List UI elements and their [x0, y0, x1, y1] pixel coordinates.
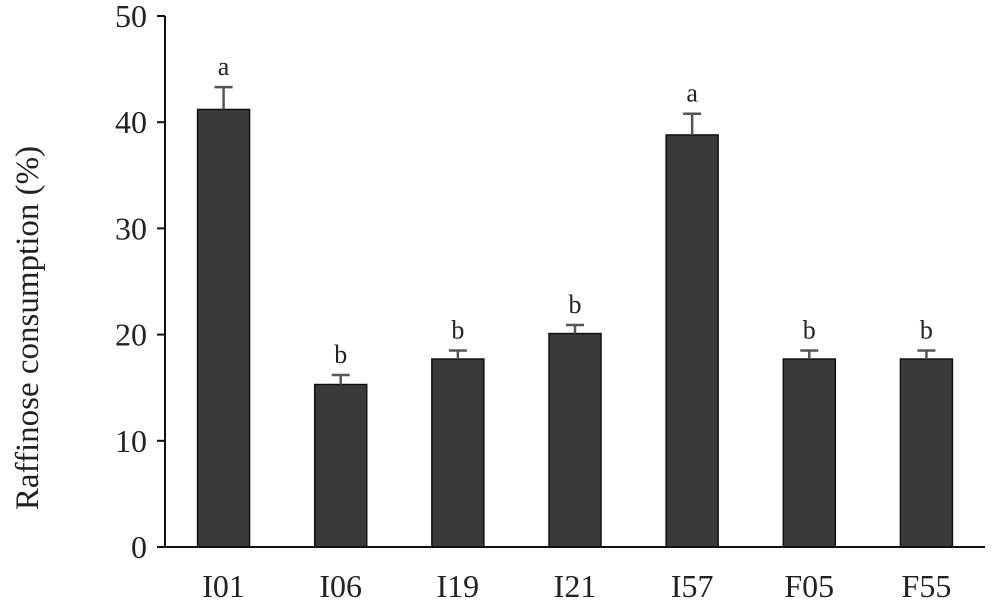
category-label-f55: F55: [902, 568, 952, 604]
y-tick-label: 10: [115, 423, 147, 459]
significance-label: b: [803, 316, 816, 345]
significance-label: b: [569, 290, 582, 319]
y-tick-label: 20: [115, 317, 147, 353]
y-tick-label: 50: [115, 0, 147, 34]
y-tick-label: 40: [115, 104, 147, 140]
y-axis-title: Raffinose consumption (%): [10, 146, 46, 510]
bars: a b b b a b b: [196, 52, 954, 548]
category-label-i06: I06: [319, 568, 362, 604]
significance-label: a: [218, 52, 230, 81]
significance-label: a: [686, 79, 698, 108]
x-axis-labels: I01 I06 I19 I21 I57 F05 F55: [202, 568, 951, 604]
y-tick-label: 0: [131, 529, 147, 565]
bar-f55: [899, 358, 954, 548]
significance-label: b: [451, 316, 464, 345]
bar-i01: [196, 108, 251, 548]
significance-label: b: [334, 340, 347, 369]
y-tick-label: 30: [115, 210, 147, 246]
y-axis-ticks: 0 10 20 30 40 50: [115, 0, 165, 565]
category-label-i21: I21: [554, 568, 597, 604]
category-label-i19: I19: [437, 568, 480, 604]
category-label-i57: I57: [671, 568, 714, 604]
significance-label: b: [920, 316, 933, 345]
category-label-i01: I01: [202, 568, 245, 604]
bar-i06: [313, 383, 368, 548]
bar-f05: [782, 358, 837, 548]
category-label-f05: F05: [784, 568, 834, 604]
bar-i19: [431, 358, 485, 548]
bar-i21: [548, 332, 602, 548]
bar-i57: [665, 134, 719, 548]
